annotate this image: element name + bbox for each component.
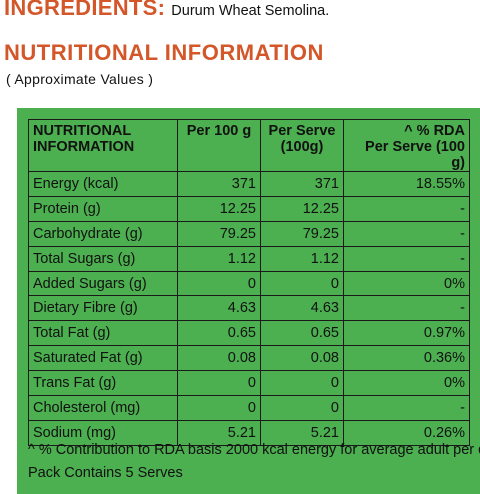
- header-name-line1: NUTRITIONAL: [33, 123, 132, 139]
- nutrient-rda: -: [343, 395, 470, 421]
- table-row: Total Fat (g) 0.65 0.65 0.97%: [28, 320, 470, 347]
- header-nutritional-information: NUTRITIONAL INFORMATION: [28, 119, 178, 172]
- nutrient-name: Total Fat (g): [28, 320, 178, 347]
- nutrient-rda: -: [343, 195, 470, 222]
- table-header-row: NUTRITIONAL INFORMATION Per 100 g Per Se…: [28, 119, 470, 172]
- nutrient-name: Trans Fat (g): [28, 370, 178, 397]
- header-name-line2: INFORMATION: [33, 139, 135, 155]
- nutrient-name: Total Sugars (g): [28, 245, 178, 272]
- header-serve-line2: (100g): [280, 139, 324, 155]
- header-per-100g: Per 100 g: [177, 119, 261, 172]
- nutrient-rda: 0.26%: [343, 419, 470, 446]
- nutrient-per100: 0: [177, 270, 261, 297]
- table-row: Total Sugars (g) 1.12 1.12 -: [28, 245, 470, 272]
- nutrient-per100: 12.25: [177, 195, 261, 222]
- nutrition-table: NUTRITIONAL INFORMATION Per 100 g Per Se…: [28, 119, 470, 446]
- nutrient-per100: 79.25: [177, 220, 261, 247]
- table-row: Carbohydrate (g) 79.25 79.25 -: [28, 220, 470, 247]
- nutrient-per-serve: 0.65: [260, 320, 344, 347]
- nutrient-per-serve: 1.12: [260, 245, 344, 272]
- table-row: Sodium (mg) 5.21 5.21 0.26%: [28, 419, 470, 446]
- header-serve-line1: Per Serve: [268, 123, 336, 139]
- nutrient-per100: 371: [177, 171, 261, 197]
- nutrient-per100: 5.21: [177, 419, 261, 446]
- nutrient-name: Saturated Fat (g): [28, 345, 178, 372]
- table-row: Trans Fat (g) 0 0 0%: [28, 370, 470, 397]
- ingredients-heading: INGREDIENTS:: [4, 0, 166, 20]
- nutrient-per100: 0.08: [177, 345, 261, 372]
- header-rda-line2: Per Serve (100 g): [365, 139, 465, 171]
- table-row: Energy (kcal) 371 371 18.55%: [28, 171, 470, 197]
- nutrient-per100: 4.63: [177, 295, 261, 322]
- nutrient-per-serve: 0: [260, 370, 344, 397]
- nutrient-rda: -: [343, 220, 470, 247]
- nutrient-per-serve: 0: [260, 270, 344, 297]
- header-per100-label: Per 100 g: [186, 123, 252, 139]
- nutrition-subtitle: ( Approximate Values ): [6, 71, 154, 87]
- rda-footnote: ^ % Contribution to RDA basis 2000 kcal …: [28, 442, 480, 458]
- ingredients-text: Durum Wheat Semolina.: [171, 3, 330, 19]
- nutrient-rda: 0.97%: [343, 320, 470, 347]
- nutrient-name: Dietary Fibre (g): [28, 295, 178, 322]
- header-rda-line1: ^ % RDA: [404, 123, 465, 139]
- nutrient-per-serve: 5.21: [260, 419, 344, 446]
- nutrient-name: Carbohydrate (g): [28, 220, 178, 247]
- nutrient-per100: 1.12: [177, 245, 261, 272]
- nutrient-per-serve: 371: [260, 171, 344, 197]
- nutrient-name: Sodium (mg): [28, 419, 178, 446]
- nutrient-name: Added Sugars (g): [28, 270, 178, 297]
- header-rda: ^ % RDA Per Serve (100 g): [343, 119, 470, 172]
- nutrient-per100: 0.65: [177, 320, 261, 347]
- table-row: Added Sugars (g) 0 0 0%: [28, 270, 470, 297]
- nutrient-per-serve: 4.63: [260, 295, 344, 322]
- table-row: Cholesterol (mg) 0 0 -: [28, 395, 470, 421]
- pack-note: Pack Contains 5 Serves: [28, 465, 183, 481]
- nutrient-name: Cholesterol (mg): [28, 395, 178, 421]
- ingredients-line: INGREDIENTS: Durum Wheat Semolina.: [4, 0, 329, 22]
- nutrient-name: Protein (g): [28, 195, 178, 222]
- nutrient-per100: 0: [177, 395, 261, 421]
- nutrient-name: Energy (kcal): [28, 171, 178, 197]
- nutrient-rda: 0%: [343, 370, 470, 397]
- nutrient-per-serve: 0: [260, 395, 344, 421]
- nutrient-per100: 0: [177, 370, 261, 397]
- nutrient-rda: -: [343, 295, 470, 322]
- table-row: Protein (g) 12.25 12.25 -: [28, 195, 470, 222]
- table-row: Saturated Fat (g) 0.08 0.08 0.36%: [28, 345, 470, 372]
- nutrient-rda: 0.36%: [343, 345, 470, 372]
- nutrient-rda: 0%: [343, 270, 470, 297]
- nutrient-per-serve: 12.25: [260, 195, 344, 222]
- nutrient-per-serve: 79.25: [260, 220, 344, 247]
- nutrient-per-serve: 0.08: [260, 345, 344, 372]
- nutrient-rda: 18.55%: [343, 171, 470, 197]
- table-row: Dietary Fibre (g) 4.63 4.63 -: [28, 295, 470, 322]
- header-per-serve: Per Serve (100g): [260, 119, 344, 172]
- nutrition-title: NUTRITIONAL INFORMATION: [4, 40, 324, 65]
- nutrient-rda: -: [343, 245, 470, 272]
